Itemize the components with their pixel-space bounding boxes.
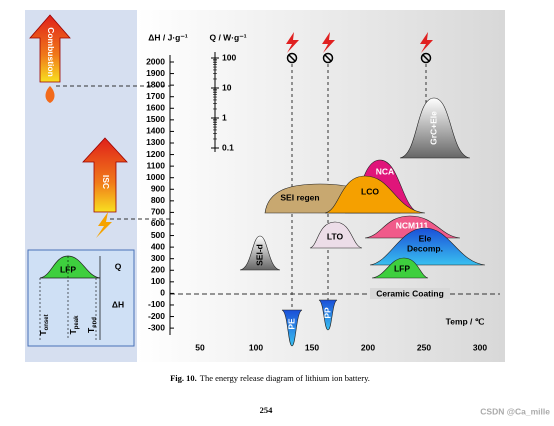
combustion-label: Combustion: [46, 27, 56, 77]
y-tick-label: 1900: [146, 68, 165, 78]
y-tick-label: 1100: [147, 160, 166, 170]
x-tick-label: 150: [305, 342, 319, 352]
isc-arrow: [82, 137, 128, 213]
y-tick-label: -300: [148, 322, 165, 332]
ceramic-bg: [370, 288, 450, 299]
peak-label: Ele: [419, 233, 432, 243]
peak-label: PP: [322, 307, 332, 319]
peak-label: SEI-d: [254, 244, 264, 266]
y-tick-label: 100: [151, 276, 165, 286]
peak-lto: [309, 221, 363, 249]
inset-dh: ΔH: [112, 299, 124, 309]
peak-label: LFP: [394, 263, 410, 273]
y-tick-label: 600: [151, 218, 165, 228]
peak-label: Decomp.: [407, 243, 443, 253]
combustion-arrow: [29, 14, 71, 83]
lightning-icon: [96, 212, 112, 238]
y-tick-label: -200: [148, 311, 165, 321]
inset-t-end: Tend: [86, 317, 97, 333]
x-tick-label: 250: [417, 342, 431, 352]
caption: Fig. 10. The energy release diagram of li…: [170, 373, 370, 383]
peak-label: LTO: [327, 231, 344, 241]
y-tick-label: 1700: [146, 91, 165, 101]
peak-grc-ele: [399, 97, 471, 159]
peak-lfp: [371, 257, 429, 279]
y-tick-label: 400: [151, 241, 165, 251]
y-tick-label: 200: [151, 265, 165, 275]
peak-ele-decomp: [369, 227, 486, 266]
ceramic-label: Ceramic Coating: [376, 288, 444, 298]
inset-q: Q: [115, 261, 122, 271]
y-tick-label: 700: [151, 207, 165, 217]
watermark: CSDN @Ca_mille: [480, 406, 550, 416]
inset-t-onset: Tonset: [38, 314, 49, 335]
isc-label: ISC: [101, 175, 111, 189]
q-tick-label: 0.1: [222, 142, 234, 152]
y-axis-title: ΔH / J·g⁻¹: [148, 32, 188, 42]
y-tick-label: 1200: [146, 149, 165, 159]
ticks: 2000190018001700160015001400130012001100…: [146, 52, 487, 352]
trough-pp: [318, 299, 338, 331]
inset-t-peak: Tpeak: [68, 315, 79, 335]
y-tick-label: 2000: [146, 56, 165, 66]
q-tick-label: 10: [222, 82, 232, 92]
q-tick-label: 1: [222, 112, 227, 122]
flame-icon: [45, 86, 55, 103]
peak-sei-d: [239, 235, 281, 271]
y-tick-label: 1500: [146, 114, 165, 124]
y-tick-label: 1000: [146, 172, 165, 182]
x-tick-label: 100: [249, 342, 263, 352]
trough-pe: [281, 309, 303, 347]
x-axis-title: Temp / ℃: [446, 316, 485, 326]
q-axis-title: Q / W·g⁻¹: [209, 32, 246, 42]
x-tick-label: 300: [473, 342, 487, 352]
y-tick-label: 1400: [146, 126, 165, 136]
page-number: 254: [260, 405, 274, 415]
peak-lco: [324, 175, 426, 214]
peak-label: SEI regen: [280, 192, 319, 202]
peak-label: PE: [286, 318, 296, 330]
peak-label: LCO: [361, 186, 379, 196]
y-tick-label: -100: [148, 299, 165, 309]
y-tick-label: 800: [151, 195, 165, 205]
y-tick-label: 300: [151, 253, 165, 263]
peak-label: GrC+Ele: [428, 111, 438, 145]
safety-icons: [286, 32, 433, 64]
q-tick-label: 100: [222, 52, 236, 62]
y-tick-label: 500: [151, 230, 165, 240]
y-tick-label: 0: [160, 288, 165, 298]
y-tick-label: 1300: [146, 137, 165, 147]
y-tick-label: 1800: [146, 79, 165, 89]
peak-label: NCM111: [396, 220, 429, 230]
y-tick-label: 1600: [146, 103, 165, 113]
peak-label: NCA: [376, 166, 394, 176]
x-tick-label: 50: [195, 342, 205, 352]
x-tick-label: 200: [361, 342, 375, 352]
y-tick-label: 900: [151, 184, 165, 194]
